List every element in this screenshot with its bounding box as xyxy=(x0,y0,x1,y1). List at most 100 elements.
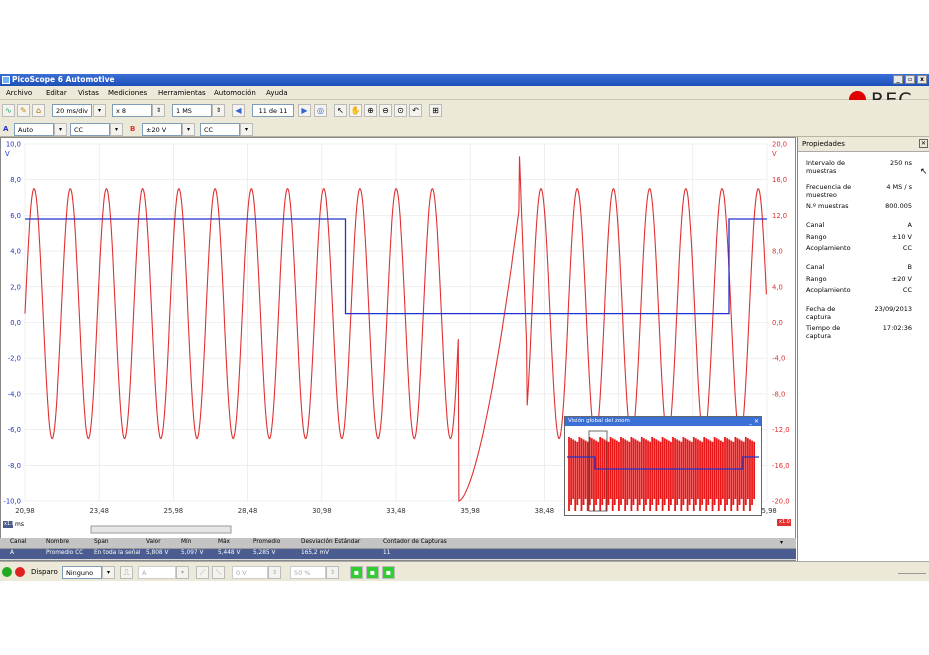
pointer-tool-icon[interactable]: ↖ xyxy=(334,104,347,117)
channel-a-range-dropdown-icon[interactable]: ▾ xyxy=(54,123,67,136)
col-promedio: Promedio xyxy=(253,539,281,545)
prev-capture-icon[interactable]: ◀ xyxy=(232,104,245,117)
buffer-icon[interactable]: ◎ xyxy=(314,104,327,117)
channel-a-range-select[interactable]: Auto xyxy=(14,123,54,136)
row-valor: 5,808 V xyxy=(146,550,169,556)
ruler-icon[interactable]: ▪ xyxy=(350,566,363,579)
left-tick-label: -8,0 xyxy=(8,462,21,470)
overview-close-icon[interactable]: _ ✕ xyxy=(749,418,759,425)
zoom-overview-plot[interactable] xyxy=(565,427,761,516)
property-key: Intervalo de muestras xyxy=(806,159,846,175)
menu-herramientas[interactable]: Herramientas xyxy=(158,89,206,97)
x-tick-label: 20,98 xyxy=(15,507,34,515)
menu-automocion[interactable]: Automoción xyxy=(214,89,256,97)
menu-ayuda[interactable]: Ayuda xyxy=(266,89,288,97)
measure-add-icon[interactable]: ▪ xyxy=(366,566,379,579)
property-key: Tiempo de captura xyxy=(806,324,841,340)
channel-b-coupling-dropdown-icon[interactable]: ▾ xyxy=(240,123,253,136)
zoom-fit-icon[interactable]: ⊙ xyxy=(394,104,407,117)
table-row[interactable]: A Promedio CC En toda la señal 5,808 V 5… xyxy=(0,549,796,559)
stop-icon[interactable] xyxy=(15,567,25,577)
row-promedio: 5,285 V xyxy=(253,550,276,556)
scope-mode-icon[interactable]: ∿ xyxy=(2,104,15,117)
property-key: Acoplamiento xyxy=(806,244,851,252)
trigger-level-input[interactable]: 0 V xyxy=(232,566,268,579)
zoom-overview-window[interactable]: Visión global del zoom _ ✕ xyxy=(564,416,762,516)
left-tick-label: 4,0 xyxy=(10,248,21,256)
samples-stepper-icon[interactable]: ⇕ xyxy=(212,104,225,117)
pretrigger-input[interactable]: 50 % xyxy=(290,566,326,579)
property-value: ±20 V xyxy=(891,275,912,283)
start-icon[interactable] xyxy=(2,567,12,577)
x-tick-label: 38,48 xyxy=(535,507,554,515)
mouse-cursor-icon: ↖ xyxy=(920,167,928,177)
right-axis-unit: V xyxy=(772,150,777,158)
left-tick-label: -10,0 xyxy=(3,498,21,506)
timebase-select[interactable]: 20 ms/div xyxy=(52,104,92,117)
right-tick-label: 8,0 xyxy=(772,248,783,256)
menu-mediciones[interactable]: Mediciones xyxy=(108,89,148,97)
overview-zoom-window[interactable] xyxy=(588,430,608,512)
row-span: En toda la señal xyxy=(94,550,141,556)
right-tick-label: 20,0 xyxy=(772,141,787,149)
left-tick-label: -4,0 xyxy=(8,390,21,398)
falling-edge-icon[interactable]: ⟍ xyxy=(212,566,225,579)
timebase-dropdown-icon[interactable]: ▾ xyxy=(93,104,106,117)
home-icon[interactable]: ⌂ xyxy=(32,104,45,117)
zoom-in-icon[interactable]: ⊕ xyxy=(364,104,377,117)
probe-icon[interactable]: ✎ xyxy=(17,104,30,117)
level-stepper-icon[interactable]: ⇕ xyxy=(268,566,281,579)
close-icon[interactable]: x xyxy=(917,75,927,84)
horizontal-scrollbar[interactable] xyxy=(90,525,232,534)
channel-b-label: B xyxy=(130,125,136,133)
col-span: Span xyxy=(94,539,109,545)
channel-a-coupling-dropdown-icon[interactable]: ▾ xyxy=(110,123,123,136)
measure-edit-icon[interactable]: ▪ xyxy=(382,566,395,579)
trigger-mode-dropdown-icon[interactable]: ▾ xyxy=(102,566,115,579)
properties-title: Propiedades xyxy=(802,140,845,148)
col-desviacion: Desviación Estándar xyxy=(301,539,361,545)
zoom-stepper-icon[interactable]: ⇕ xyxy=(152,104,165,117)
left-tick-label: 0,0 xyxy=(10,319,21,327)
x-tick-label: 45,98 xyxy=(757,507,776,515)
menu-vistas[interactable]: Vistas xyxy=(78,89,99,97)
property-key: Canal xyxy=(806,221,825,229)
channel-toolbar: A Auto ▾ CC ▾ B ±20 V ▾ CC ▾ xyxy=(0,122,929,137)
trigger-edge-icon[interactable]: ⎍ xyxy=(120,566,133,579)
zoom-region-icon[interactable]: ⊞ xyxy=(429,104,442,117)
right-tick-label: -4,0 xyxy=(772,355,785,363)
channel-b-coupling-select[interactable]: CC xyxy=(200,123,240,136)
properties-close-icon[interactable]: ✕ xyxy=(919,139,928,148)
x-tick-label: 33,48 xyxy=(386,507,405,515)
zoom-select[interactable]: x 8 xyxy=(112,104,152,117)
zoom-out-icon[interactable]: ⊖ xyxy=(379,104,392,117)
trigger-channel-dropdown-icon[interactable]: ▾ xyxy=(176,566,189,579)
left-tick-label: 10,0 xyxy=(6,141,21,149)
samples-select[interactable]: 1 MS xyxy=(172,104,212,117)
channel-a-coupling-select[interactable]: CC xyxy=(70,123,110,136)
rising-edge-icon[interactable]: ⟋ xyxy=(196,566,209,579)
pretrigger-stepper-icon[interactable]: ⇕ xyxy=(326,566,339,579)
row-desviacion: 165,2 mV xyxy=(301,550,330,556)
pan-tool-icon[interactable]: ✋ xyxy=(349,104,362,117)
trigger-channel-select[interactable]: A xyxy=(138,566,176,579)
restore-icon[interactable]: ▫ xyxy=(905,75,915,84)
row-max: 5,448 V xyxy=(218,550,241,556)
channel-a-trace xyxy=(25,218,767,315)
menu-archivo[interactable]: Archivo xyxy=(6,89,33,97)
property-value: A xyxy=(907,221,912,229)
property-key: Acoplamiento xyxy=(806,286,851,294)
resize-grip-icon[interactable] xyxy=(898,573,926,579)
next-capture-icon[interactable]: ▶ xyxy=(298,104,311,117)
capture-counter[interactable]: 11 de 11 xyxy=(252,104,294,117)
undo-zoom-icon[interactable]: ↶ xyxy=(409,104,422,117)
channel-b-range-select[interactable]: ±20 V xyxy=(142,123,182,136)
property-value: 17:02:36 xyxy=(882,324,912,332)
trigger-mode-select[interactable]: Ninguno xyxy=(62,566,102,579)
channel-b-range-dropdown-icon[interactable]: ▾ xyxy=(182,123,195,136)
menu-editar[interactable]: Editar xyxy=(46,89,67,97)
minimize-icon[interactable]: _ xyxy=(893,75,903,84)
collapse-icon[interactable]: ▾ xyxy=(780,539,784,546)
x-left-marker xyxy=(3,521,13,528)
property-value: ±10 V xyxy=(891,233,912,241)
